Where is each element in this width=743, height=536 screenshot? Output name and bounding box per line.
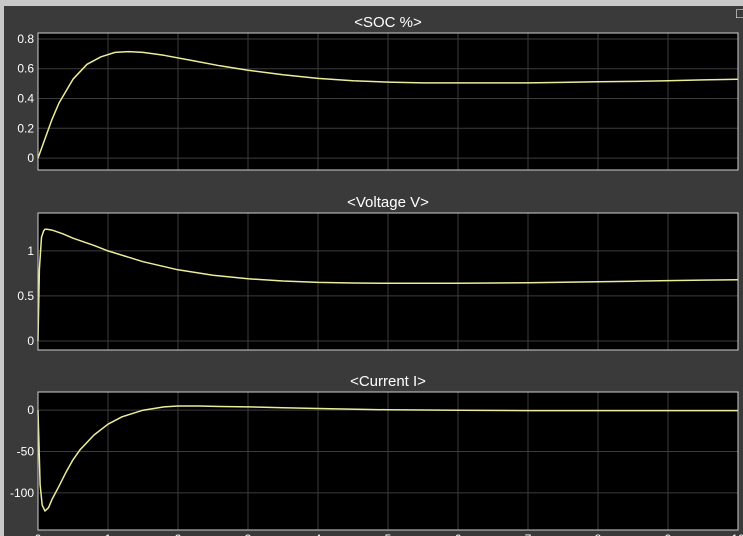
y-tick-label: 0.4: [17, 92, 34, 106]
x-tick-label: 9: [665, 532, 672, 536]
x-tick-label: 5: [385, 532, 392, 536]
axes-title: <SOC %>: [354, 14, 422, 31]
y-tick-label: 1: [27, 244, 34, 258]
x-tick-label: 1: [105, 532, 112, 536]
y-tick-label: 0.8: [17, 32, 34, 46]
y-tick-label: 0: [27, 151, 34, 165]
y-tick-label: -100: [10, 486, 34, 500]
x-tick-label: 10: [731, 532, 743, 536]
y-tick-label: -50: [17, 444, 35, 458]
x-tick-label: 3: [245, 532, 252, 536]
axes-title: <Voltage V>: [347, 194, 429, 211]
axes-1-border: [37, 32, 739, 171]
axes-title: <Current I>: [350, 373, 426, 390]
series-line: [37, 228, 739, 342]
x-tick-label: 0: [35, 532, 42, 536]
y-tick-label: 0.5: [17, 289, 34, 303]
y-tick-label: 0: [27, 334, 34, 348]
x-tick-label: 2: [175, 532, 182, 536]
y-tick-label: 0: [27, 403, 34, 417]
axes-2-border: [37, 212, 739, 351]
y-tick-label: 0.6: [17, 62, 34, 76]
axes-3-border: [37, 391, 739, 531]
x-tick-label: 6: [455, 532, 462, 536]
y-tick-label: 0.2: [17, 121, 34, 135]
series-line: [37, 50, 739, 159]
corner-button[interactable]: □: [736, 5, 743, 21]
x-tick-label: 7: [525, 532, 532, 536]
series-line: [37, 405, 738, 512]
x-tick-label: 8: [595, 532, 602, 536]
x-tick-label: 4: [315, 532, 322, 536]
